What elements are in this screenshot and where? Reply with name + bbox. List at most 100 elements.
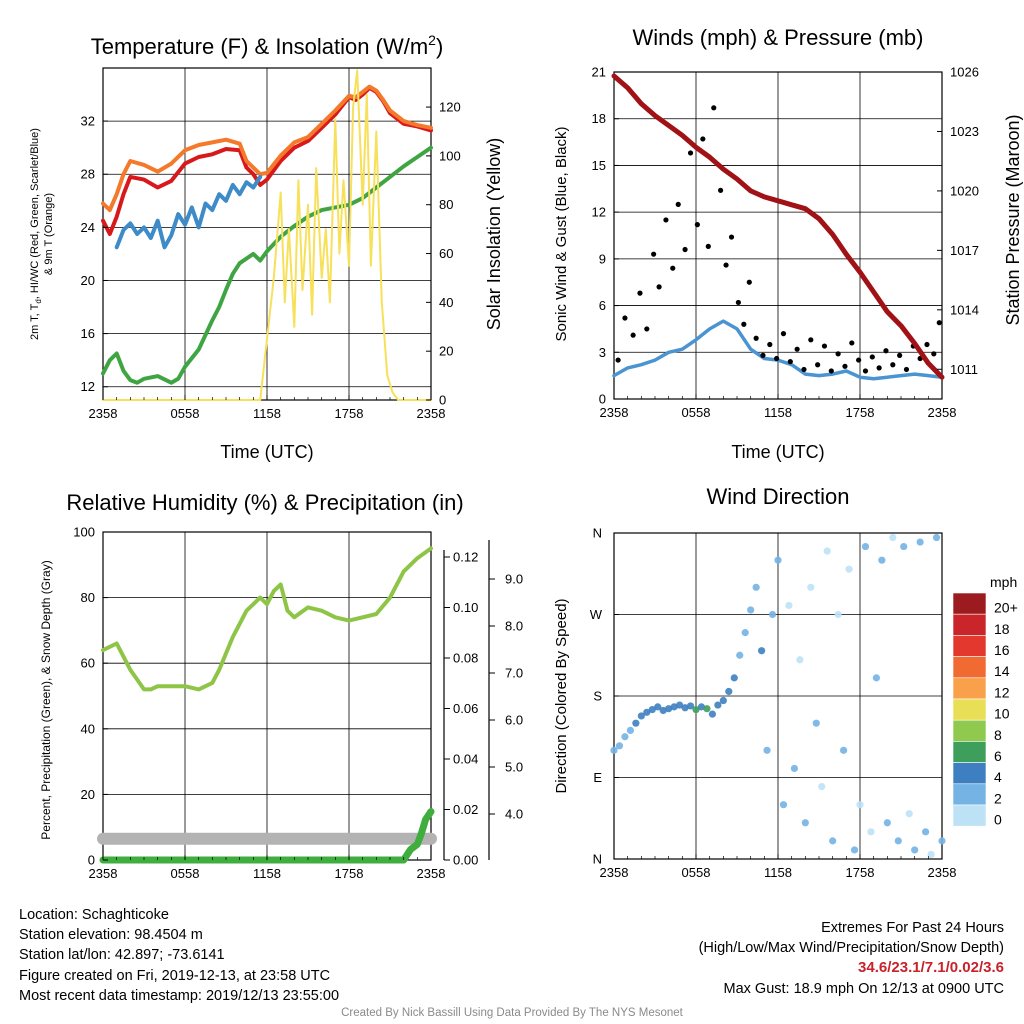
gust-point [842,363,848,369]
humidity-xtick-label: 1158 [253,866,281,881]
gust-point [876,365,882,371]
winds-xlabel: Time (UTC) [731,442,824,462]
gust-point [746,279,752,285]
gust-point [663,217,669,223]
direction-point [703,705,711,713]
precip-tick-label: 0.04 [453,752,478,767]
gust-point [869,354,875,360]
gust-point [849,340,855,346]
temperature-y2-ytick-label: 80 [439,197,453,212]
colorbar-label: 10 [994,706,1010,722]
direction-point [665,705,673,713]
temperature-ytick-label: 32 [81,114,95,129]
direction-point [747,606,755,614]
direction-point [840,746,848,754]
credit-line: Created By Nick Bassill Using Data Provi… [341,1007,683,1019]
direction-point [801,819,809,827]
winds-xtick-label: 2358 [600,405,629,420]
gust-point [670,265,676,271]
temperature-ylabel: 2m T, Td, HI/WC (Red, Green, Scarlet/Blu… [29,128,43,340]
direction-point [823,547,831,555]
station-latlon: Station lat/lon: 42.897; -73.6141 [19,947,225,964]
direction-point [676,701,684,709]
direction-point [714,701,722,709]
direction-title: Wind Direction [706,484,849,509]
gust-point [903,366,910,373]
gust-point [835,351,841,357]
humidity-ytick-label: 40 [81,721,95,736]
winds-y2-ytick-label: 1017 [950,243,979,258]
temperature-series-temp_9m [101,84,433,213]
direction-point [818,782,826,791]
colorbar-swatch [952,741,987,763]
temperature-panel: Temperature (F) & Insolation (W/m2) 2358… [29,32,504,462]
max-gust: Max Gust: 18.9 mph On 12/13 at 0900 UTC [723,980,1004,997]
humidity-ytick-label: 100 [73,525,95,540]
gust-point [651,251,657,257]
winds-title: Winds (mph) & Pressure (mb) [633,25,924,50]
winds-ytick-label: 12 [592,205,606,220]
direction-point [834,610,842,619]
temperature-series-windchill [114,174,263,250]
direction-point [785,601,793,610]
direction-point [900,542,908,551]
colorbar-label: 18 [994,621,1010,637]
direction-point [916,538,924,546]
gust-point [656,284,662,290]
temperature-series-dewpoint [101,145,433,385]
direction-point [686,702,695,710]
temperature-ytick-label: 20 [81,273,95,288]
direction-point [741,629,749,637]
gust-point [890,362,896,368]
colorbar-label: 6 [994,748,1002,764]
direction-point [790,764,799,773]
gust-point [682,246,688,253]
direction-point [692,705,700,714]
gust-point [780,331,787,337]
colorbar-title: mph [990,574,1017,590]
temperature-y2-ytick-label: 100 [439,148,461,163]
colorbar-swatch [952,783,987,806]
direction-point [872,674,881,682]
direction-point [883,819,891,827]
gust-point [705,243,711,249]
direction-ytick-label: W [590,607,603,622]
direction-ytick-label: S [593,689,602,704]
gust-point [856,357,862,363]
direction-point [768,610,777,619]
direction-point [894,837,902,845]
snow-tick-label: 8.0 [505,619,523,634]
figure-created: Figure created on Fri, 2019-12-13, at 23… [19,967,331,984]
station-info: Location: Schaghticoke Station elevation… [19,905,339,1006]
temperature-y2-ytick-label: 40 [439,295,453,310]
direction-xtick-label: 2358 [928,865,957,880]
winds-xtick-label: 2358 [928,405,957,420]
precip-tick-label: 0.02 [453,802,478,817]
direction-point [845,565,853,573]
gust-point [794,346,800,352]
direction-point [911,846,919,854]
temperature-axes: 2358 0558 1158 1758 2358 12 16 20 24 28 32 0 20 40 60 8… [81,100,461,421]
temperature-y2-ytick-label: 0 [439,393,446,408]
direction-point [861,542,870,551]
humidity-title: Relative Humidity (%) & Precipitation (i… [66,490,463,515]
snow-tick-label: 7.0 [505,666,523,681]
temperature-xtick-label: 0558 [171,406,200,421]
snow-tick-label: 6.0 [505,713,523,728]
temperature-series-insolation [102,69,432,401]
extremes-values: 34.6/23.1/7.1/0.02/3.6 [858,959,1004,977]
direction-point [730,674,738,682]
speed-colorbar: 20+ 18 16 14 12 10 8 6 4 2 0 [952,592,1018,828]
winds-ytick-label: 18 [592,111,606,126]
temperature-xtick-label: 1158 [253,406,281,421]
winds-y2-ytick-label: 1014 [950,302,979,317]
direction-ytick-label: E [593,770,602,785]
temperature-xtick-label: 2358 [89,406,118,421]
colorbar-label: 12 [994,684,1010,700]
gust-point [815,362,821,368]
humidity-ytick-label: 60 [81,656,95,671]
winds-series-pressure [611,73,945,380]
direction-point [697,703,706,711]
winds-panel: Winds (mph) & Pressure (mb) 2358 0558 1158… [553,25,1023,462]
